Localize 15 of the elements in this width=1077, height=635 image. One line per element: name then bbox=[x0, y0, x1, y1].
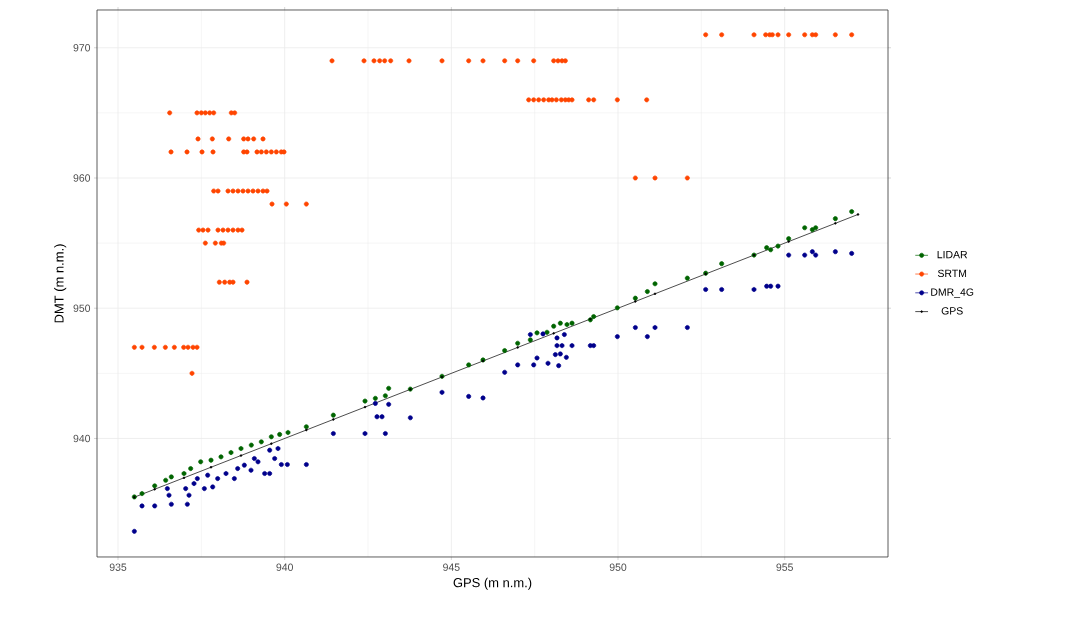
x-tick-label: 935 bbox=[109, 563, 127, 571]
legend-label: SRTM bbox=[937, 269, 967, 278]
y-axis-title: DMT (m n.m.) bbox=[54, 244, 67, 323]
y-tick-label: 950 bbox=[73, 304, 91, 312]
x-tick-label: 940 bbox=[276, 563, 293, 571]
x-axis-title: GPS (m n.m.) bbox=[453, 577, 532, 590]
x-tick-label: 955 bbox=[776, 563, 793, 571]
legend-label: DMR_4G bbox=[931, 288, 974, 298]
y-tick-label: 970 bbox=[73, 44, 91, 52]
legend-label: GPS bbox=[941, 307, 963, 315]
legend-label: LIDAR bbox=[937, 250, 968, 259]
y-tick-label: 960 bbox=[73, 174, 91, 182]
y-tick-label: 940 bbox=[73, 434, 91, 443]
x-tick-label: 950 bbox=[609, 563, 627, 571]
x-tick-label: 945 bbox=[443, 563, 460, 571]
